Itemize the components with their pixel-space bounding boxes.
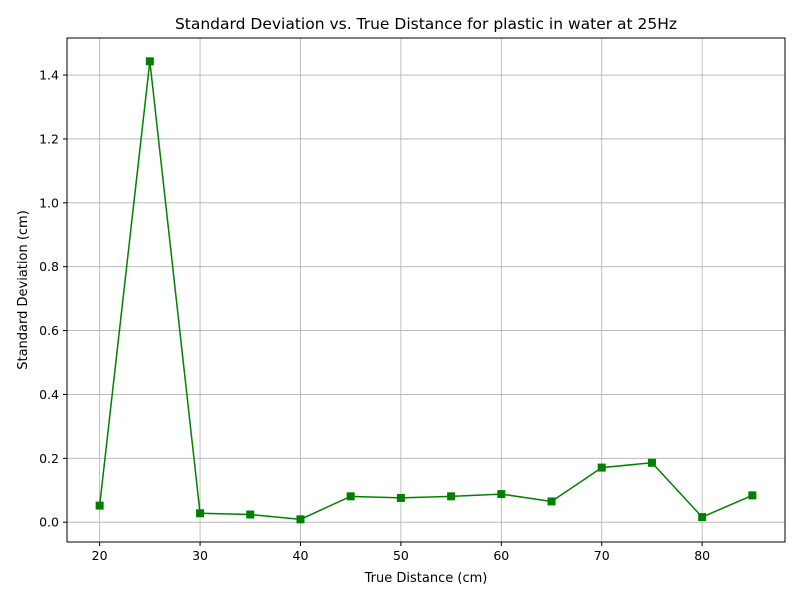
data-point [346, 492, 355, 501]
plot-frame [66, 37, 786, 543]
y-tick-label: 0.8 [39, 259, 59, 274]
y-tick-label: 1.4 [39, 68, 59, 83]
x-tick-label: 80 [694, 548, 710, 563]
data-point [95, 501, 104, 510]
x-tick-label: 30 [192, 548, 208, 563]
data-point [196, 509, 205, 518]
x-tick-label: 70 [594, 548, 610, 563]
y-tick-label: 0.6 [39, 323, 59, 338]
data-point [547, 497, 556, 506]
x-axis-label: True Distance (cm) [364, 571, 488, 586]
y-tick-label: 0.4 [39, 387, 59, 402]
y-tick-label: 0.0 [39, 515, 59, 530]
data-point [396, 493, 405, 502]
data-point [497, 490, 506, 499]
y-tick-label: 0.2 [39, 451, 59, 466]
grid [67, 38, 785, 542]
data-point [748, 491, 757, 500]
data-point [698, 513, 707, 522]
y-axis-label: Standard Deviation (cm) [16, 210, 31, 370]
data-point [246, 510, 255, 519]
data-point [597, 463, 606, 472]
x-tick-label: 40 [293, 548, 309, 563]
y-axis-ticks: 0.0 0.2 0.4 0.6 0.8 1.0 1.2 1.4 [39, 68, 67, 530]
y-tick-label: 1.2 [39, 131, 59, 146]
series-line-group [98, 61, 753, 521]
data-point [647, 458, 656, 467]
x-axis-ticks: 20 30 40 50 60 70 80 [92, 542, 710, 563]
y-tick-label: 1.0 [39, 195, 59, 210]
data-point [447, 492, 456, 501]
x-tick-label: 60 [493, 548, 509, 563]
series-line [98, 61, 753, 521]
series-markers [95, 57, 757, 524]
chart-title: Standard Deviation vs. True Distance for… [175, 15, 677, 33]
data-point [145, 57, 154, 66]
x-tick-label: 50 [393, 548, 409, 563]
x-tick-label: 20 [92, 548, 108, 563]
data-point [296, 515, 305, 524]
